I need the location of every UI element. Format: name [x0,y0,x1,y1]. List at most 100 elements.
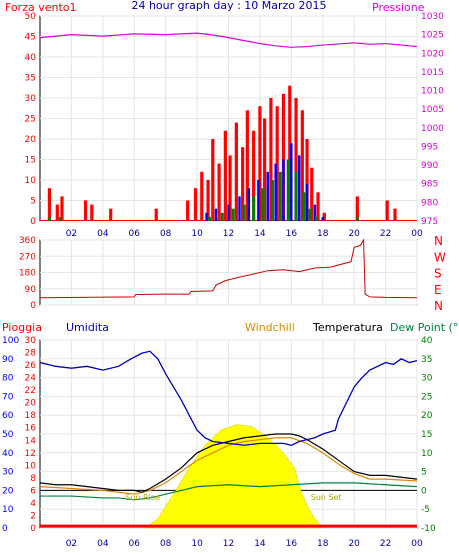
rain-tick-label: 22 [25,386,36,396]
wind-gust-bar [274,163,277,221]
rain-tick-label: 4 [30,499,36,509]
humidity-tick-label: 0 [2,524,8,534]
wind-gust-bar [313,204,317,221]
wind-speed-tick-label: 15 [25,156,36,166]
direction-marks [39,238,418,299]
pressure-tick-label: 1015 [421,68,444,78]
wind-speed-bar [263,118,267,221]
wind-gust-bar [247,188,251,221]
time-tick-label: 20 [348,539,360,549]
windchill-line [39,437,418,495]
wind-gust-bar [266,171,269,221]
time-tick-label: 12 [223,229,234,239]
pressure-tick-label: 1005 [421,105,444,115]
wind-average-bar [220,212,224,221]
wind-speed-bar [109,208,113,221]
pressure-tick-label: 975 [421,217,438,227]
time-tick-label: 00 [411,229,423,239]
temperature-marks [39,350,418,528]
rain-tick-label: 18 [25,411,37,421]
time-tick-label: 10 [191,229,203,239]
wind-gust-bar [257,180,260,221]
wind-speed-tick-label: 30 [25,94,37,104]
humidity-tick-label: 60 [2,411,14,421]
time-tick-label: 00 [411,539,423,549]
wind-average-bar [270,180,274,221]
temperature-time-axis: 02 04 06 08 10 12 14 16 18 20 22 00 [66,539,423,549]
wind-speed-bar [90,204,94,221]
wind-speed-bar [154,208,158,221]
rain-tick-label: 8 [30,474,36,484]
wind-speed-bar [211,139,215,221]
wind-speed-tick-label: 35 [25,74,36,84]
time-tick-label: 18 [317,229,329,239]
rain-label: Pioggia [2,321,42,334]
rain-tick-label: 16 [25,424,37,434]
time-tick-label: 22 [380,539,391,549]
wind-speed-tick-label: 5 [30,197,36,207]
cardinal-label: N [434,299,443,313]
time-tick-label: 08 [160,229,172,239]
time-tick-label: 06 [129,229,141,239]
direction-axis: 0 90 180 270 360 [19,236,36,311]
time-tick-label: 04 [97,539,109,549]
wind-direction-line [39,238,418,299]
wind-speed-bar [245,110,249,221]
temperature-tick-label: 5 [421,468,427,478]
wind-average-bar [261,188,265,221]
direction-tick-label: 270 [19,252,36,262]
time-tick-label: 04 [97,229,109,239]
pressure-tick-label: 980 [421,198,438,208]
wind-gust-bar [290,143,293,221]
pressure-tick-label: 1030 [421,12,444,22]
temperature-tick-label: 15 [421,430,432,440]
wind-time-axis: 02 04 06 08 10 12 14 16 18 20 22 00 [66,229,423,239]
humidity-tick-label: 20 [2,486,14,496]
direction-grid [40,239,418,306]
wind-speed-bar [47,188,52,221]
rain-tick-label: 0 [30,524,36,534]
wind-average-bar [231,208,235,221]
wind-speed-tick-label: 10 [25,176,37,186]
wind-gust-bar [297,155,301,221]
temperature-tick-label: -5 [421,505,430,515]
time-tick-label: 22 [380,229,391,239]
time-tick-label: 14 [254,229,266,239]
wind-speed-bar [217,163,221,221]
pressure-tick-label: 995 [421,142,438,152]
time-tick-label: 02 [66,539,77,549]
pressure-tick-label: 1025 [421,31,444,41]
rain-tick-label: 28 [25,349,37,359]
wind-gust-bar [282,159,285,221]
wind-gust-bar [305,184,309,221]
wind-speed-bar [322,212,326,221]
wind-gust-bar [227,204,230,221]
wind-average-bar [242,204,246,221]
wind-gust-bar [238,196,241,221]
cardinal-label: E [434,283,442,297]
wind-average-bar [294,171,298,221]
temperature-tick-label: 10 [421,449,433,459]
chart-title: 24 hour graph day : 10 Marzo 2015 [131,0,326,12]
wind-speed-bar [305,139,309,221]
wind-average-bar [308,208,312,221]
wind-speed-axis: 0 5 10 15 20 25 30 35 40 45 50 [25,12,37,227]
rain-tick-label: 10 [25,461,37,471]
wind-speed-bar [60,196,64,221]
rain-tick-label: 30 [25,336,37,346]
pressure-axis: 975 980 985 990 995 1000 1005 1010 1015 1020 1025 1… [421,12,444,227]
temperature-tick-label: 20 [421,411,433,421]
time-tick-label: 02 [66,229,77,239]
humidity-tick-label: 100 [2,336,19,346]
pressure-tick-label: 990 [421,161,438,171]
direction-tick-label: 360 [19,236,36,246]
wind-speed-tick-label: 50 [25,12,37,22]
temperature-label: Temperatura [312,321,383,334]
temperature-axis: -10 -5 0 5 10 15 20 25 30 35 40 [421,336,436,534]
pressure-tick-label: 985 [421,180,438,190]
wind-speed-tick-label: 40 [25,53,37,63]
humidity-tick-label: 80 [2,374,14,384]
time-tick-label: 14 [254,539,266,549]
